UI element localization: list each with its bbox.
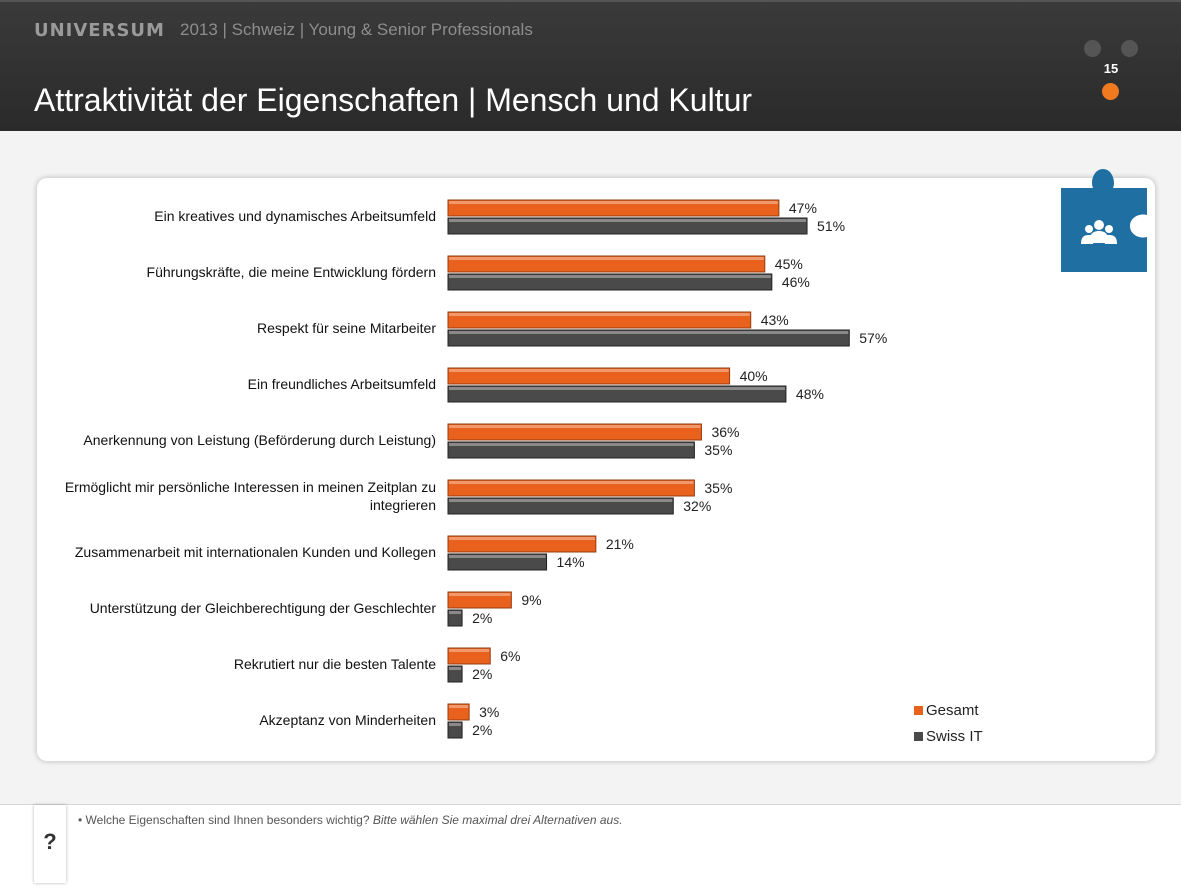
bar-gesamt — [447, 367, 731, 385]
header-subtitle: 2013 | Schweiz | Young & Senior Professi… — [180, 20, 533, 39]
category-label: Ermöglicht mir persönliche Interessen in… — [65, 479, 436, 513]
help-tab[interactable]: ? — [34, 805, 66, 883]
category-label: Zusammenarbeit mit internationalen Kunde… — [75, 544, 436, 560]
value-label-gesamt: 47% — [789, 200, 817, 216]
value-label-gesamt: 36% — [711, 424, 739, 440]
page-title: Attraktivität der Eigenschaften | Mensch… — [34, 82, 753, 118]
legend-label-gesamt: Gesamt — [926, 702, 979, 719]
bar-highlight — [449, 443, 694, 446]
bar-highlight — [449, 593, 511, 596]
value-label-swiss-it: 51% — [817, 218, 845, 234]
nav-dot-left[interactable] — [1084, 40, 1101, 57]
bar-swiss-it — [447, 665, 463, 683]
value-label-gesamt: 43% — [761, 312, 789, 328]
bar-gesamt — [447, 591, 512, 609]
bar-swiss-it — [447, 385, 787, 403]
nav-dot-current[interactable] — [1102, 83, 1119, 100]
bar-highlight — [449, 649, 490, 652]
bar-gesamt — [447, 535, 597, 553]
bar-gesamt — [447, 199, 780, 217]
value-label-gesamt: 21% — [606, 536, 634, 552]
footnote-question: Welche Eigenschaften sind Ihnen besonder… — [85, 813, 370, 827]
value-label-swiss-it: 2% — [472, 666, 492, 682]
value-label-gesamt: 6% — [500, 648, 520, 664]
value-label-gesamt: 45% — [775, 256, 803, 272]
value-label-swiss-it: 32% — [683, 498, 711, 514]
legend-swatch-gesamt — [914, 706, 923, 715]
value-label-swiss-it: 35% — [704, 442, 732, 458]
bar-swiss-it — [447, 441, 695, 459]
bar-highlight — [449, 313, 750, 316]
bar-swiss-it — [447, 553, 548, 571]
value-label-gesamt: 35% — [704, 480, 732, 496]
bar-swiss-it — [447, 497, 674, 515]
bar-swiss-it — [447, 217, 808, 235]
value-label-gesamt: 40% — [740, 368, 768, 384]
bar-highlight — [449, 555, 546, 558]
value-label-swiss-it: 57% — [859, 330, 887, 346]
bar-highlight — [449, 387, 785, 390]
bar-gesamt — [447, 255, 766, 273]
bar-highlight — [449, 275, 771, 278]
bar-swiss-it — [447, 609, 463, 627]
bar-highlight — [449, 667, 462, 670]
category-label: Akzeptanz von Minderheiten — [259, 712, 436, 728]
bar-swiss-it — [447, 273, 773, 291]
nav-dot-right[interactable] — [1121, 40, 1138, 57]
legend-swiss-it: Swiss IT — [914, 728, 983, 745]
value-label-swiss-it: 2% — [472, 610, 492, 626]
footnote: • Welche Eigenschaften sind Ihnen besond… — [78, 813, 623, 827]
header-bar: UNIVERSUM 2013 | Schweiz | Young & Senio… — [0, 0, 1181, 131]
category-label: Unterstützung der Gleichberechtigung der… — [90, 600, 437, 616]
value-label-swiss-it: 2% — [472, 722, 492, 738]
bar-gesamt — [447, 647, 491, 665]
bar-swiss-it — [447, 721, 463, 739]
bar-gesamt — [447, 479, 695, 497]
bar-gesamt — [447, 311, 752, 329]
category-label: Anerkennung von Leistung (Beförderung du… — [83, 432, 436, 448]
bar-highlight — [449, 499, 673, 502]
legend-label-swiss-it: Swiss IT — [926, 728, 983, 745]
bar-highlight — [449, 723, 462, 726]
footnote-instruction: Bitte wählen Sie maximal drei Alternativ… — [372, 813, 623, 827]
footnote-bullet: • — [78, 813, 83, 827]
value-label-gesamt: 9% — [521, 592, 541, 608]
bar-highlight — [449, 481, 694, 484]
bar-highlight — [449, 331, 849, 334]
category-label: Respekt für seine Mitarbeiter — [257, 320, 436, 336]
help-icon[interactable]: ? — [43, 829, 57, 854]
bar-highlight — [449, 257, 764, 260]
legend-gesamt: Gesamt — [914, 702, 979, 719]
bar-highlight — [449, 705, 469, 708]
bar-highlight — [449, 369, 729, 372]
value-label-gesamt: 3% — [479, 704, 499, 720]
bar-highlight — [449, 537, 595, 540]
bar-highlight — [449, 611, 462, 614]
category-label: Ein kreatives und dynamisches Arbeitsumf… — [154, 208, 436, 224]
value-label-swiss-it: 46% — [782, 274, 810, 290]
value-label-swiss-it: 14% — [557, 554, 585, 570]
puzzle-people-icon — [1061, 169, 1147, 272]
category-label: Ein freundliches Arbeitsumfeld — [248, 376, 436, 392]
bar-swiss-it — [447, 329, 850, 347]
category-label: Führungskräfte, die meine Entwicklung fö… — [147, 264, 436, 280]
legend-swatch-swiss-it — [914, 732, 923, 741]
category-label: Rekrutiert nur die besten Talente — [234, 656, 436, 672]
bar-highlight — [449, 425, 701, 428]
bar-highlight — [449, 201, 778, 204]
value-label-swiss-it: 48% — [796, 386, 824, 402]
bar-highlight — [449, 219, 807, 222]
bar-gesamt — [447, 703, 470, 721]
brand-logo: UNIVERSUM — [34, 20, 165, 41]
page-number: 15 — [1103, 61, 1119, 76]
bar-gesamt — [447, 423, 702, 441]
